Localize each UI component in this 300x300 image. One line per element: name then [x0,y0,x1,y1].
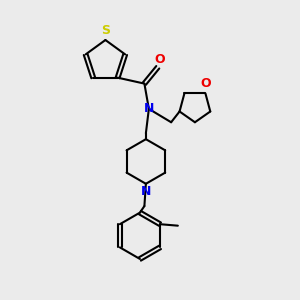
Text: O: O [154,53,165,66]
Text: O: O [201,77,211,90]
Text: S: S [101,24,110,37]
Text: N: N [141,185,151,198]
Text: N: N [144,102,154,116]
